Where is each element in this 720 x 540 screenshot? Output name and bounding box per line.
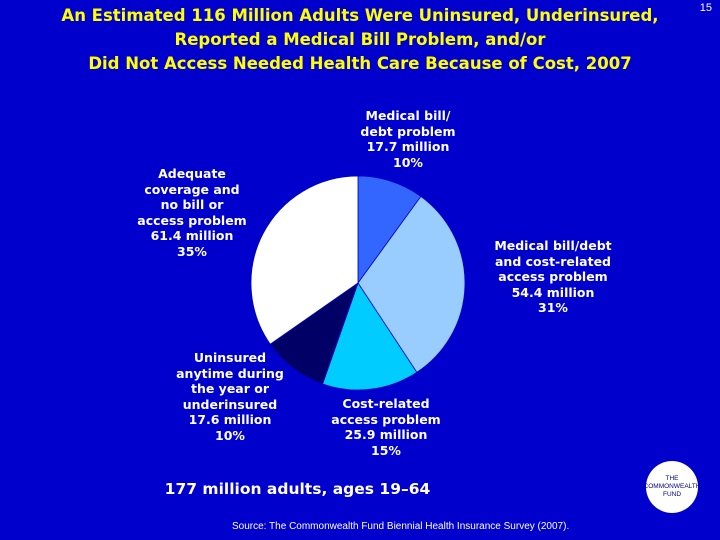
pie-slice-adequate xyxy=(250,175,359,345)
total-adults-label: 177 million adults, ages 19–64 xyxy=(164,480,431,498)
title-line-2: Reported a Medical Bill Problem, and/or xyxy=(174,30,546,49)
logo-line-2: COMMONWEALTH xyxy=(643,483,701,490)
logo-line-1: THE xyxy=(665,475,679,482)
slice-label-bill-and-access: Medical bill/debt and cost-related acces… xyxy=(494,238,612,315)
slice-label-medical-bill: Medical bill/ debt problem 17.7 million … xyxy=(360,108,456,170)
commonwealth-fund-logo: THE COMMONWEALTH FUND xyxy=(643,461,701,513)
source-note: Source: The Commonwealth Fund Biennial H… xyxy=(232,521,570,532)
pie-slice-cost-access xyxy=(322,282,418,391)
page-title: An Estimated 116 Million Adults Were Uni… xyxy=(0,4,720,76)
title-line-1: An Estimated 116 Million Adults Were Uni… xyxy=(61,6,659,25)
slice-label-cost-access: Cost-related access problem 25.9 million… xyxy=(331,396,441,458)
title-line-3: Did Not Access Needed Health Care Becaus… xyxy=(88,54,632,73)
slice-label-adequate: Adequate coverage and no bill or access … xyxy=(137,166,247,259)
slice-label-uninsured: Uninsured anytime during the year or und… xyxy=(176,350,284,443)
pie-slice-bill-and-access xyxy=(357,195,466,373)
slide-number: 15 xyxy=(699,2,712,14)
logo-line-3: FUND xyxy=(662,491,682,498)
